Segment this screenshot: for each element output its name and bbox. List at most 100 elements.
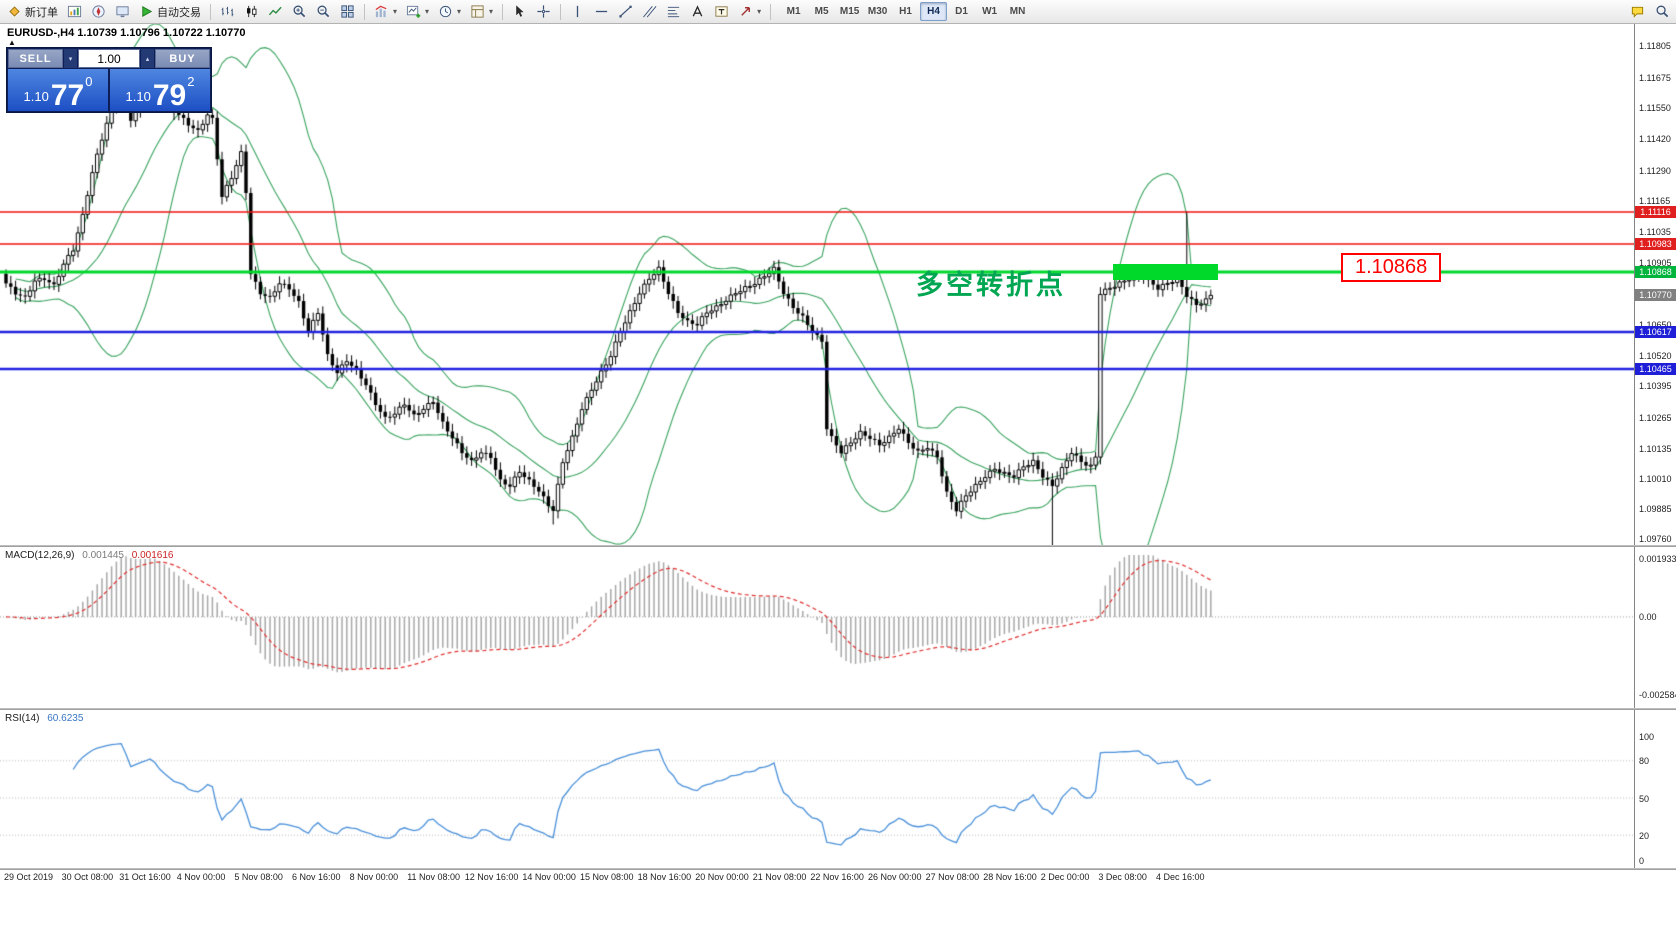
trendline-button[interactable] <box>614 2 637 22</box>
buy-price-display[interactable]: 1.10 79 2 <box>110 69 210 111</box>
macd-scale-tick: -0.002584 <box>1639 690 1676 701</box>
toolbar-right-group <box>1626 2 1676 22</box>
tile-windows-icon <box>341 5 354 18</box>
rsi-canvas[interactable] <box>0 710 1634 868</box>
fibonacci-button[interactable] <box>662 2 685 22</box>
time-label: 18 Nov 16:00 <box>637 872 692 882</box>
arrows-button[interactable]: ▾ <box>734 2 765 22</box>
panel-splitter[interactable] <box>0 868 1676 870</box>
crosshair-button[interactable] <box>532 2 555 22</box>
market-watch-button[interactable] <box>63 2 86 22</box>
vertical-line-icon <box>576 5 579 18</box>
time-label: 5 Nov 08:00 <box>234 872 283 882</box>
rsi-scale-tick: 20 <box>1639 830 1650 841</box>
cursor-icon <box>516 5 524 17</box>
toolbar-separator <box>770 3 772 20</box>
dropdown-caret-icon: ▾ <box>457 7 462 16</box>
auto-trading-button[interactable]: 自动交易 <box>135 2 205 22</box>
volume-up-button[interactable]: ▴ <box>141 49 154 68</box>
text-label-button[interactable] <box>710 2 733 22</box>
time-label: 14 Nov 00:00 <box>522 872 576 882</box>
timeframe-button-m30[interactable]: M30 <box>864 2 891 21</box>
panel-splitter[interactable] <box>0 545 1676 547</box>
text-button[interactable] <box>686 2 709 22</box>
turning-point-highlight-box[interactable] <box>1112 263 1218 280</box>
price-tag: 1.10770 <box>1635 289 1676 302</box>
new-chart-icon <box>406 5 421 18</box>
templates-button[interactable]: ▾ <box>466 2 497 22</box>
time-label: 20 Nov 00:00 <box>695 872 749 882</box>
panel-splitter[interactable] <box>0 708 1676 710</box>
terminal-button[interactable] <box>111 2 134 22</box>
macd-signal-value: 0.001616 <box>131 550 174 561</box>
zoom-out-button[interactable] <box>312 2 335 22</box>
sell-price-sup: 0 <box>85 74 93 89</box>
vertical-line-button[interactable] <box>566 2 589 22</box>
time-label: 4 Nov 00:00 <box>176 872 226 882</box>
volume-down-button[interactable]: ▾ <box>64 49 77 68</box>
toolbar-separator <box>210 3 211 20</box>
channel-button[interactable] <box>638 2 661 22</box>
candlestick-chart-button[interactable] <box>240 2 263 22</box>
price-tick: 1.10650 <box>1639 319 1672 330</box>
community-button[interactable] <box>1626 2 1649 22</box>
volume-input[interactable] <box>78 49 140 68</box>
timeframe-button-d1[interactable]: D1 <box>948 2 975 21</box>
sell-price-big: 77 <box>50 78 85 112</box>
timeframe-button-m5[interactable]: M5 <box>808 2 835 21</box>
timeframe-button-mn[interactable]: MN <box>1004 2 1031 21</box>
periods-icon <box>439 5 452 18</box>
rsi-label: RSI(14) 60.6235 <box>5 713 88 724</box>
tile-windows-button[interactable] <box>336 2 359 22</box>
main-toolbar: 新订单 自动交易 ▾ ▾ ▾ ▾ <box>0 0 1676 24</box>
indicators-button[interactable]: ▾ <box>370 2 401 22</box>
line-chart-button[interactable] <box>264 2 287 22</box>
turning-point-annotation[interactable]: 多空转折点 <box>916 270 1066 300</box>
price-callout-label[interactable]: 1.10868 <box>1341 253 1442 282</box>
zoom-in-button[interactable] <box>288 2 311 22</box>
timeframe-button-w1[interactable]: W1 <box>976 2 1003 21</box>
symbol-title: EURUSD-,H4 1.10739 1.10796 1.10722 1.107… <box>7 27 246 39</box>
price-tag: 1.10465 <box>1635 362 1676 375</box>
zoom-in-icon <box>293 5 306 18</box>
time-label: 11 Nov 08:00 <box>407 872 461 882</box>
price-tick: 1.10395 <box>1639 381 1672 392</box>
text-label-icon <box>715 6 728 17</box>
bar-chart-button[interactable] <box>216 2 239 22</box>
timeframe-button-m1[interactable]: M1 <box>780 2 807 21</box>
time-label: 12 Nov 16:00 <box>464 872 519 882</box>
rsi-scale-tick: 0 <box>1639 855 1645 866</box>
new-order-button[interactable]: 新订单 <box>3 2 62 22</box>
price-tag: 1.10617 <box>1635 326 1676 339</box>
time-label: 22 Nov 16:00 <box>810 872 864 882</box>
macd-name: MACD(12,26,9) <box>5 550 75 561</box>
buy-price-base: 1.10 <box>125 89 151 104</box>
buy-button[interactable]: BUY <box>155 49 210 68</box>
price-chart-canvas[interactable] <box>0 23 1634 545</box>
periods-button[interactable]: ▾ <box>434 2 465 22</box>
sell-price-display[interactable]: 1.10 77 0 <box>8 69 108 111</box>
macd-main-value: 0.001445 <box>82 550 124 561</box>
toolbar-separator <box>502 3 504 20</box>
timeframe-button-h1[interactable]: H1 <box>892 2 919 21</box>
timeframe-button-m15[interactable]: M15 <box>836 2 863 21</box>
one-click-price-row: 1.10 77 0 1.10 79 2 <box>8 69 210 111</box>
search-button[interactable] <box>1651 2 1674 22</box>
navigator-button[interactable] <box>87 2 110 22</box>
price-tick: 1.11805 <box>1639 41 1671 52</box>
buy-price-sup: 2 <box>187 74 195 89</box>
zoom-out-icon <box>317 5 330 18</box>
horizontal-line-button[interactable] <box>590 2 613 22</box>
one-click-top-row: SELL ▾ ▴ BUY <box>8 49 210 68</box>
macd-canvas[interactable] <box>0 547 1634 708</box>
timeframe-button-h4[interactable]: H4 <box>920 2 948 21</box>
time-label: 6 Nov 16:00 <box>292 872 341 882</box>
cursor-button[interactable] <box>508 2 531 22</box>
one-click-collapse-arrow[interactable]: ▲ <box>8 38 16 47</box>
timeframe-toolbar: M1 M5 M15 M30 H1 H4 D1 W1 MN <box>780 2 1031 21</box>
price-axis[interactable] <box>1634 23 1676 870</box>
price-tick: 1.10905 <box>1639 258 1672 269</box>
sell-button[interactable]: SELL <box>8 49 63 68</box>
new-chart-button[interactable]: ▾ <box>402 2 433 22</box>
dropdown-caret-icon: ▾ <box>757 7 762 16</box>
